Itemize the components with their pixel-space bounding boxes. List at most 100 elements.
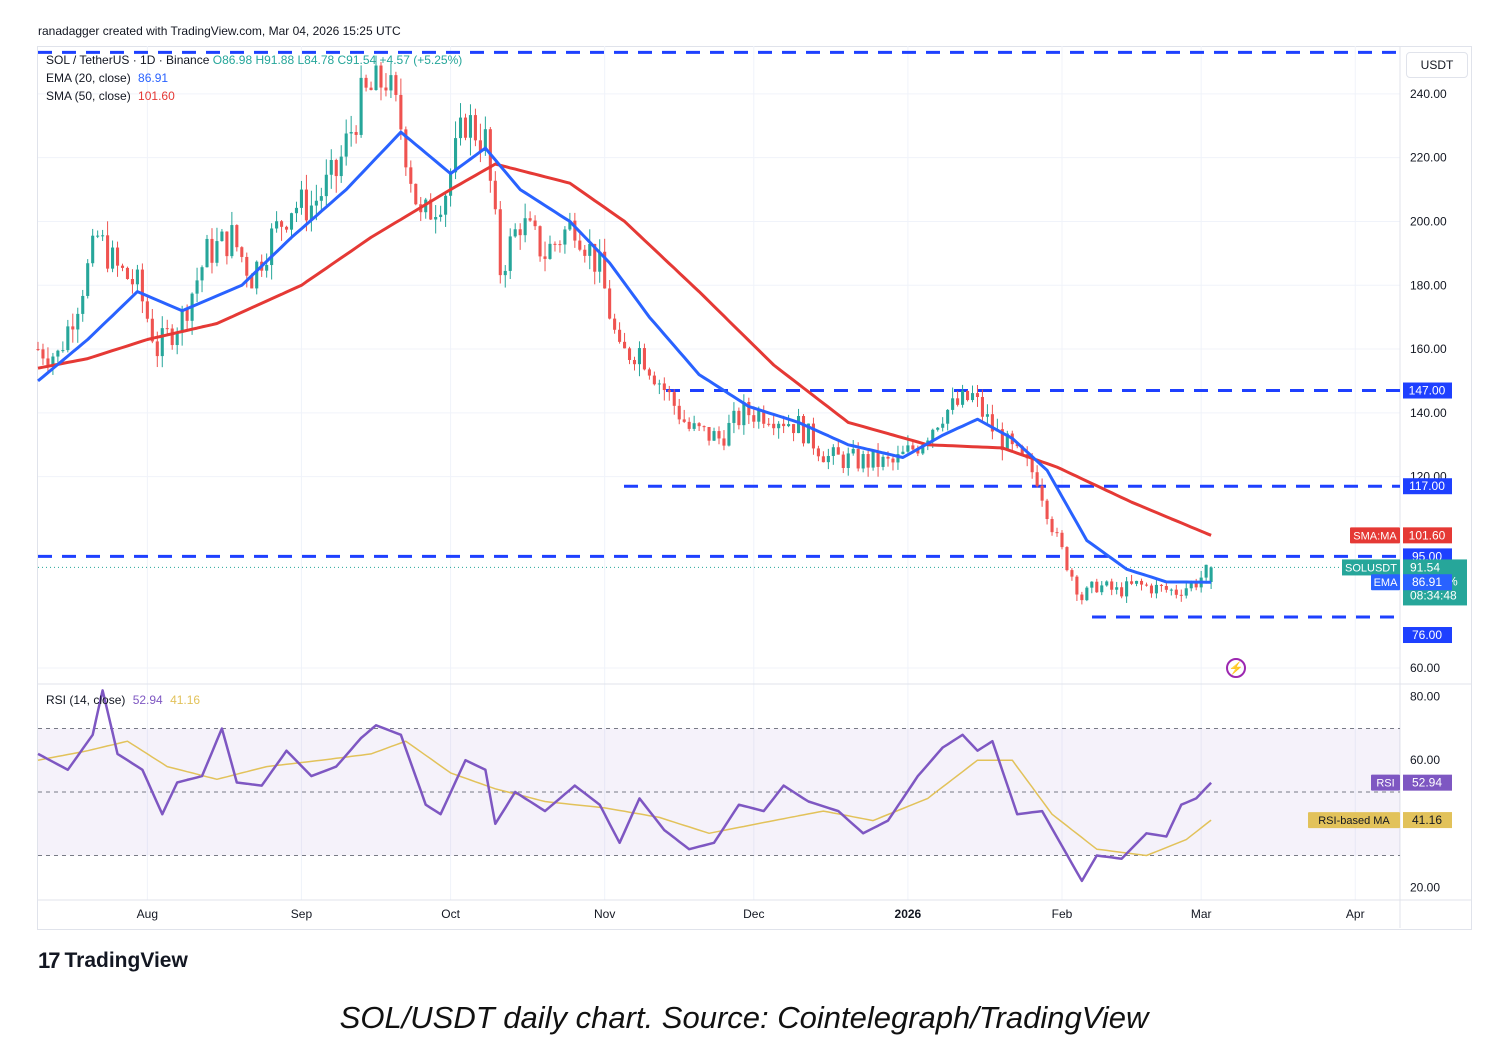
candle-body (409, 167, 413, 184)
price-tick-label: 240.00 (1410, 87, 1447, 101)
candle-body (265, 265, 269, 271)
symbol-label[interactable]: SOL / TetherUS · 1D · Binance (46, 53, 210, 67)
candle-body (1120, 587, 1124, 597)
candle-body (235, 225, 239, 248)
candle-body (687, 421, 691, 429)
candle-body (41, 349, 45, 359)
candle-body (81, 295, 85, 314)
candle-body (533, 220, 537, 227)
price-tick-label: 220.00 (1410, 151, 1447, 165)
candle-body (722, 438, 726, 446)
candle-body (980, 397, 984, 417)
rsi-legend[interactable]: RSI (14, close) 52.94 41.16 (46, 691, 200, 709)
lightning-alert-icon[interactable]: ⚡ (1226, 658, 1246, 678)
sma-legend[interactable]: SMA (50, close) 101.60 (46, 87, 175, 105)
candle-body (349, 132, 353, 134)
time-tick-label: Feb (1052, 907, 1073, 921)
chart-frame (37, 46, 1472, 930)
candle-body (498, 209, 502, 276)
level-147-tag-value: 147.00 (1409, 384, 1446, 398)
candle-body (1100, 585, 1104, 593)
candle-body (294, 207, 299, 214)
candle-body (1144, 584, 1149, 586)
candle-body (608, 288, 612, 319)
candle-body (831, 447, 835, 456)
candle-body (732, 410, 736, 423)
candle-body (1035, 472, 1039, 486)
candle-body (220, 231, 224, 242)
last-price-value: 91.54 (1410, 560, 1440, 574)
candle-body (1179, 594, 1183, 596)
candle-body (299, 189, 303, 208)
candle-body (483, 129, 487, 151)
candle-body (1020, 446, 1024, 455)
candle-body (975, 393, 980, 398)
tradingview-logo-icon: 17 (38, 948, 61, 973)
rsi-pane (37, 689, 1400, 883)
candle-body (737, 410, 741, 426)
candle-body (115, 247, 120, 266)
candle-body (1174, 589, 1178, 595)
ema-legend[interactable]: EMA (20, close) 86.91 (46, 69, 168, 87)
candle-body (727, 422, 731, 446)
candle-body (1189, 582, 1193, 589)
candle-body (1130, 581, 1134, 584)
candle-body (836, 447, 840, 455)
candle-body (1050, 519, 1054, 533)
candle-body (667, 390, 671, 393)
candle-body (1169, 589, 1173, 591)
candle-body (1055, 532, 1059, 534)
candle-body (747, 401, 751, 416)
candle-body (767, 423, 771, 425)
symbol-tag-label: SOLUSDT (1345, 562, 1397, 574)
tradingview-logo: 17 TradingView (38, 948, 188, 974)
level-117-tag-value: 117.00 (1409, 479, 1445, 493)
level-76-tag-value: 76.00 (1412, 628, 1442, 642)
candle-body (1164, 585, 1168, 590)
candle-body (757, 410, 761, 422)
candle-body (707, 427, 711, 441)
candle-body (1095, 581, 1099, 593)
candle-body (578, 240, 582, 250)
chart-author-caption: ranadagger created with TradingView.com,… (38, 24, 401, 38)
time-tick-label: Nov (594, 907, 615, 921)
rsi-tag-value: 52.94 (1412, 776, 1442, 790)
candle-body (951, 398, 955, 410)
candle-body (1194, 582, 1198, 588)
candle-body (657, 383, 661, 385)
time-tick-label: Sep (291, 907, 313, 921)
candle-body (185, 309, 189, 321)
candle-body (603, 251, 607, 289)
candle-body (66, 326, 70, 351)
candle-body (588, 243, 592, 256)
candle-body (250, 275, 254, 289)
ema-legend-value: 86.91 (138, 71, 169, 85)
candle-body (439, 214, 443, 218)
rsi-ma-tag-value: 41.16 (1412, 813, 1442, 827)
candle-body (1045, 500, 1049, 520)
candle-body (170, 328, 174, 346)
candle-body (647, 369, 651, 376)
candle-body (444, 195, 448, 215)
candle-body (468, 115, 473, 138)
candle-body (463, 117, 468, 138)
ema-price-tag-label-bg (1371, 574, 1400, 591)
candle-body (811, 423, 815, 449)
candle-body (856, 448, 860, 469)
candle-body (1000, 429, 1004, 451)
candle-body (454, 138, 458, 173)
currency-unit-button[interactable]: USDT (1406, 52, 1468, 78)
candle-body (613, 318, 617, 330)
candle-body (990, 414, 994, 432)
sma-50-line (37, 162, 1212, 537)
candle-body (598, 251, 602, 272)
candle-body (473, 115, 477, 141)
candle-body (961, 390, 965, 405)
candle-body (876, 451, 880, 467)
candle-body (76, 313, 80, 330)
candle-body (568, 220, 572, 230)
sma-price-tag-bg (1403, 527, 1452, 544)
candle-body (583, 249, 587, 256)
